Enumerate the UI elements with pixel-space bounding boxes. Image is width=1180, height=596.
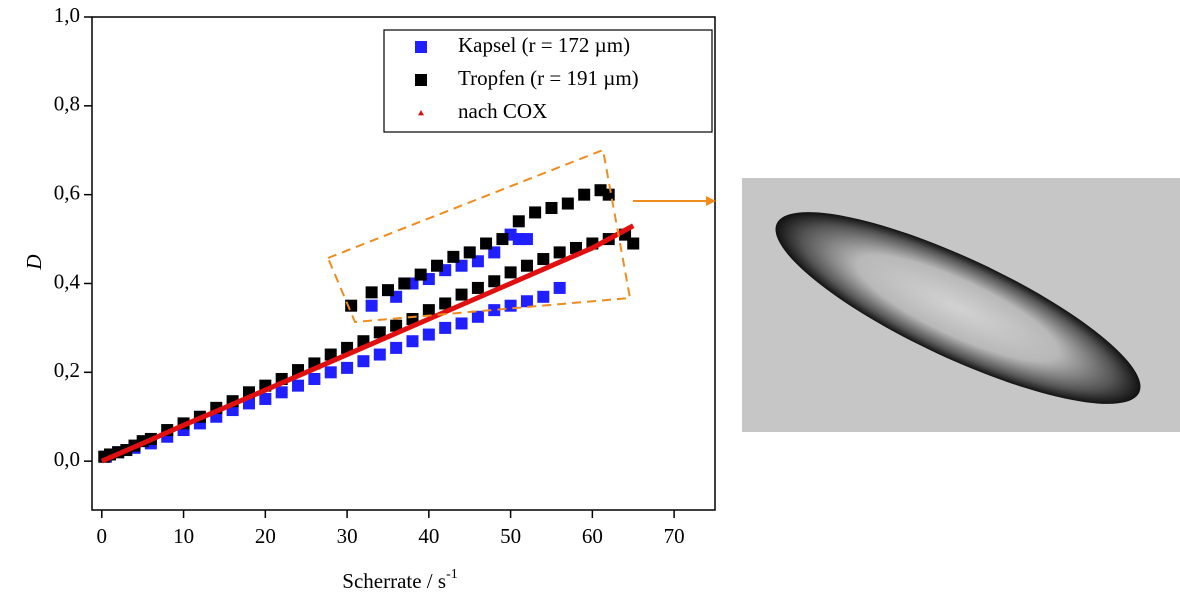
- data-point: [520, 259, 533, 272]
- highlight-box: [326, 148, 632, 324]
- y-tick-label: 0,2: [54, 358, 80, 382]
- x-tick-label: 70: [664, 524, 685, 548]
- data-point: [520, 233, 533, 246]
- x-tick-label: 60: [582, 524, 603, 548]
- data-point: [529, 206, 542, 219]
- data-point: [275, 386, 288, 399]
- data-point: [471, 281, 484, 294]
- data-point: [345, 299, 358, 312]
- plot-frame: [91, 16, 716, 511]
- x-axis-label: Scherrate / s-1: [342, 567, 457, 593]
- data-point: [545, 201, 558, 214]
- data-point: [488, 275, 501, 288]
- y-tick-label: 0,0: [54, 447, 80, 471]
- data-point: [422, 328, 435, 341]
- y-tick-label: 0,4: [54, 269, 81, 293]
- data-point: [627, 237, 640, 250]
- data-point: [439, 321, 452, 334]
- data-point: [602, 188, 615, 201]
- data-point: [553, 281, 566, 294]
- data-point: [496, 233, 509, 246]
- legend-box: [383, 29, 713, 133]
- data-point: [381, 284, 394, 297]
- x-axis-label-main: Scherrate / s: [342, 569, 446, 593]
- data-point: [308, 372, 321, 385]
- x-tick-label: 0: [97, 524, 108, 548]
- data-point: [439, 297, 452, 310]
- data-point: [553, 246, 566, 259]
- data-point: [398, 277, 411, 290]
- data-point: [365, 286, 378, 299]
- data-point: [488, 304, 501, 317]
- data-point: [357, 355, 370, 368]
- data-point: [463, 246, 476, 259]
- data-point: [414, 268, 427, 281]
- data-point: [471, 310, 484, 323]
- data-point: [431, 259, 444, 272]
- data-point: [373, 326, 386, 339]
- data-point: [455, 288, 468, 301]
- y-tick-label: 1,0: [54, 3, 80, 27]
- x-tick-label: 30: [337, 524, 358, 548]
- x-tick-label: 50: [500, 524, 521, 548]
- data-point: [406, 335, 419, 348]
- droplet: [775, 212, 1141, 404]
- data-point: [324, 366, 337, 379]
- data-point: [520, 295, 533, 308]
- x-tick-label: 10: [173, 524, 194, 548]
- droplet-photo: [742, 178, 1180, 432]
- data-point: [390, 341, 403, 354]
- data-point: [578, 188, 591, 201]
- cox-line: [100, 223, 635, 464]
- data-point: [373, 348, 386, 361]
- y-tick-label: 0,8: [54, 92, 80, 116]
- data-point: [504, 266, 517, 279]
- data-point: [292, 379, 305, 392]
- data-point: [570, 241, 583, 254]
- data-point: [390, 319, 403, 332]
- data-point: [259, 392, 272, 405]
- data-point: [324, 348, 337, 361]
- legend-marker: [415, 41, 427, 53]
- data-point: [504, 299, 517, 312]
- x-tick-label: 20: [255, 524, 276, 548]
- legend-label: Kapsel (r = 172 µm): [458, 33, 630, 57]
- x-axis-label-sup: -1: [446, 567, 458, 582]
- arrow-head: [706, 196, 716, 206]
- legend-label: nach COX: [458, 99, 547, 123]
- legend-marker: [415, 74, 427, 86]
- legend-label: Tropfen (r = 191 µm): [458, 66, 639, 90]
- y-axis-label: D: [22, 254, 46, 270]
- data-point: [537, 290, 550, 303]
- data-point: [447, 250, 460, 263]
- data-point: [504, 228, 517, 241]
- y-tick-label: 0,6: [54, 180, 80, 204]
- data-point: [365, 299, 378, 312]
- legend-marker: [418, 110, 424, 116]
- data-point: [480, 237, 493, 250]
- data-point: [512, 215, 525, 228]
- x-tick-label: 40: [418, 524, 439, 548]
- data-point: [341, 361, 354, 374]
- data-point: [455, 317, 468, 330]
- data-point: [422, 304, 435, 317]
- data-point: [561, 197, 574, 210]
- data-point: [537, 253, 550, 266]
